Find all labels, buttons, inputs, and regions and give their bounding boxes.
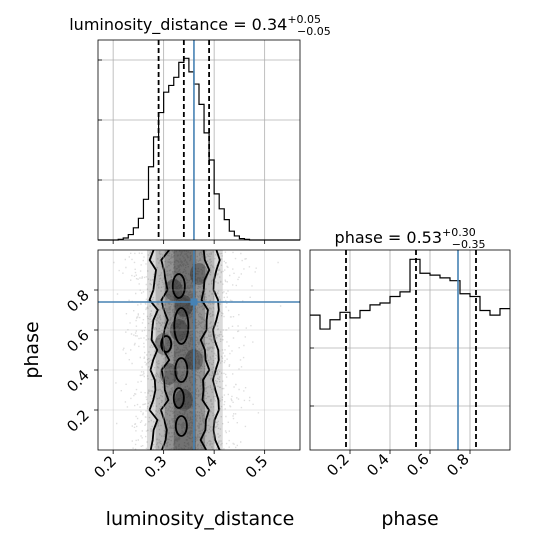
density-2d-group: 0.2 0.3 0.4 0.5 0.2 0.4 0.6 0.8 luminosity_dista… xyxy=(21,250,300,530)
title-luminosity-distance: luminosity_distance = 0.34+0.05 −0.05 xyxy=(69,13,331,38)
density-blotch xyxy=(190,263,208,285)
contour-middle xyxy=(199,250,211,450)
x-tick-label: 0.5 xyxy=(242,452,272,482)
title-sup: +0.30 xyxy=(442,226,476,239)
title-phase: phase = 0.53+0.30 −0.35 xyxy=(335,226,486,251)
title-sub: −0.05 xyxy=(297,25,331,38)
x-axis-label: phase xyxy=(381,508,438,530)
title-sup: +0.05 xyxy=(287,13,321,26)
histogram-step xyxy=(310,258,510,330)
y-axis-label: phase xyxy=(21,321,43,378)
contour-inner xyxy=(171,273,186,299)
x-tick-label: 0.2 xyxy=(323,450,353,480)
x-tick-label: 0.3 xyxy=(141,452,171,482)
y-tick-label: 0.2 xyxy=(63,406,93,436)
truth-marker xyxy=(190,298,198,306)
contour-inner xyxy=(173,307,190,345)
density-inner xyxy=(98,250,300,450)
title-sub: −0.35 xyxy=(452,238,486,251)
histogram-step xyxy=(98,57,300,241)
y-tick-label: 0.8 xyxy=(63,286,93,316)
x-axis-label: luminosity_distance xyxy=(106,508,295,530)
x-tick-label: 0.8 xyxy=(443,450,473,480)
x-tick-label: 0.4 xyxy=(191,452,221,482)
luminosity-distance-marginal-group xyxy=(98,40,300,244)
x-tick-label: 0.2 xyxy=(90,452,120,482)
contour-outer xyxy=(148,250,159,450)
y-tick-label: 0.6 xyxy=(63,326,93,356)
panel-frame-2d xyxy=(97,249,301,451)
title-main: luminosity_distance = 0.34 xyxy=(69,15,287,35)
density-band xyxy=(173,250,196,450)
x-tick-label: 0.4 xyxy=(363,450,393,480)
title-main: phase = 0.53 xyxy=(335,228,442,247)
x-tick-label: 0.6 xyxy=(403,450,433,480)
density-blotch xyxy=(174,295,193,317)
contour-inner xyxy=(172,387,185,409)
contour-inner xyxy=(174,415,188,437)
contour-inner xyxy=(160,335,173,353)
phase-marginal-group xyxy=(310,250,510,454)
panel-frame xyxy=(97,39,301,241)
y-tick-label: 0.4 xyxy=(63,366,93,396)
panel-frame xyxy=(309,249,511,451)
